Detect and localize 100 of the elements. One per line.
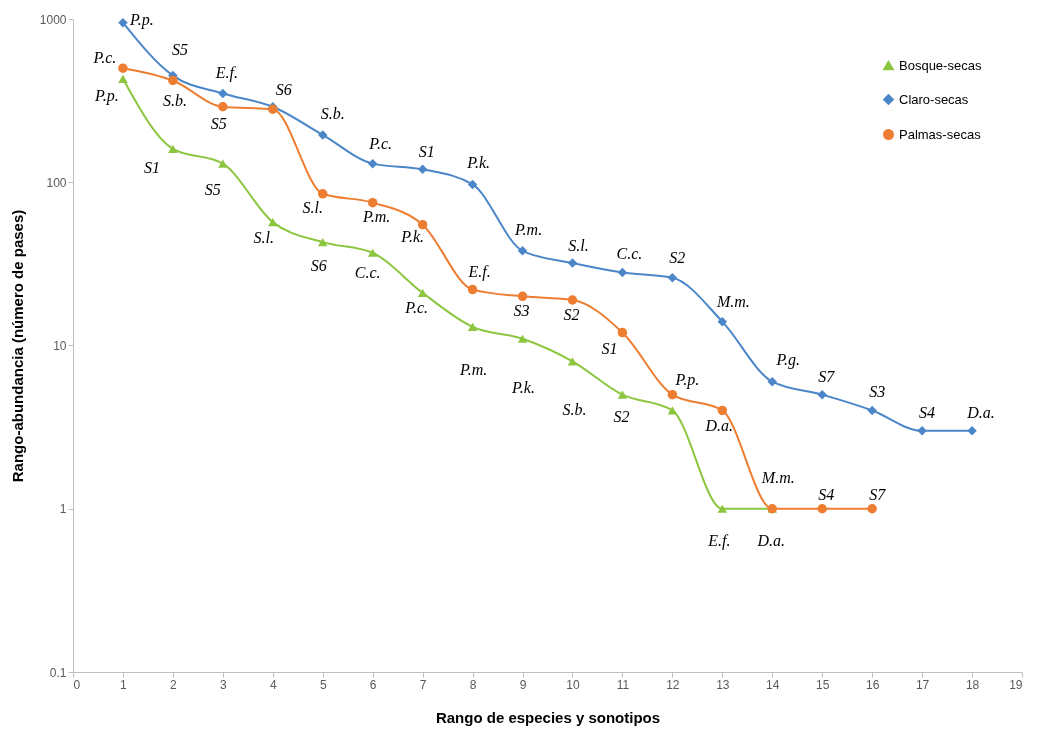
point xyxy=(517,334,528,343)
point xyxy=(367,158,378,169)
point xyxy=(717,405,728,416)
annotation: P.m. xyxy=(362,207,391,225)
y-tick-label: 0.1 xyxy=(49,665,67,680)
annotation: S2 xyxy=(613,407,630,425)
legend-label: Bosque-secas xyxy=(899,57,982,73)
annotation: D.a. xyxy=(704,417,734,435)
point xyxy=(317,237,328,247)
annotation: D.a. xyxy=(966,403,995,421)
annotation: S.b. xyxy=(562,401,587,419)
point xyxy=(617,267,628,278)
point xyxy=(667,406,678,415)
x-tick-label: 14 xyxy=(766,677,780,692)
point xyxy=(667,389,678,400)
annotation: P.k. xyxy=(400,227,425,245)
point xyxy=(118,17,128,28)
point xyxy=(168,144,178,154)
annotation: S5 xyxy=(210,114,227,132)
y-tick-label: 1000 xyxy=(39,12,67,27)
annotation: S7 xyxy=(818,367,836,385)
annotation: S1 xyxy=(418,143,435,161)
annotation: S6 xyxy=(275,80,292,98)
annotation: M.m. xyxy=(760,468,795,486)
annotation: S2 xyxy=(563,305,580,323)
annotation: S1 xyxy=(143,158,160,176)
annotation: S3 xyxy=(869,383,886,401)
point xyxy=(467,179,478,190)
x-tick-label: 2 xyxy=(170,677,178,692)
annotation: S.b. xyxy=(320,104,345,122)
point xyxy=(717,316,728,327)
annotation: P.c. xyxy=(92,49,117,67)
legend-label: Palmas-secas xyxy=(899,126,982,142)
point xyxy=(867,405,877,416)
y-axis-title: Rango-abundancia (número de pases) xyxy=(8,209,26,483)
annotation: S.l. xyxy=(253,229,275,247)
point xyxy=(467,284,478,295)
annotation: S7 xyxy=(869,485,887,503)
point xyxy=(218,88,228,99)
point xyxy=(567,357,578,366)
x-tick-label: 17 xyxy=(915,677,930,692)
point xyxy=(417,164,428,175)
y-tick-label: 1 xyxy=(59,502,67,517)
point xyxy=(617,327,628,338)
annotation: C.c. xyxy=(616,244,643,262)
x-tick-label: 3 xyxy=(220,677,227,692)
annotation: D.a. xyxy=(756,531,786,549)
x-tick-label: 13 xyxy=(716,677,730,692)
x-tick-label: 18 xyxy=(965,677,980,692)
point xyxy=(417,219,428,230)
point xyxy=(817,389,827,400)
annotation: P.p. xyxy=(129,10,154,29)
point xyxy=(467,322,478,332)
point xyxy=(367,248,378,257)
point xyxy=(667,273,678,283)
annotation: S4 xyxy=(919,403,936,421)
point xyxy=(317,130,328,140)
annotation: P.k. xyxy=(466,154,490,172)
annotation: E.f. xyxy=(467,262,491,281)
y-tick-label: 100 xyxy=(46,175,67,190)
annotation: S1 xyxy=(601,339,618,357)
annotation: P.m. xyxy=(458,360,488,378)
x-axis-title: Rango de especies y sonotipos xyxy=(435,708,661,726)
x-tick-label: 7 xyxy=(419,677,427,692)
annotation: P.c. xyxy=(368,134,393,152)
annotation: S.l. xyxy=(302,198,323,216)
point xyxy=(367,197,378,208)
x-tick-label: 9 xyxy=(519,677,527,692)
point xyxy=(268,218,278,227)
x-tick-label: 5 xyxy=(319,677,327,692)
annotation: P.g. xyxy=(775,350,801,369)
x-tick-label: 8 xyxy=(469,677,477,692)
legend-label: Claro-secas xyxy=(899,91,969,107)
x-tick-label: 15 xyxy=(816,677,830,692)
x-tick-label: 4 xyxy=(269,677,277,692)
point xyxy=(617,390,628,399)
x-tick-label: 10 xyxy=(566,677,580,692)
x-tick-label: 0 xyxy=(73,677,81,692)
annotation: P.k. xyxy=(511,378,535,396)
annotation: S2 xyxy=(669,248,686,266)
annotation: S6 xyxy=(310,257,327,275)
x-tick-label: 16 xyxy=(865,677,880,692)
annotation: C.c. xyxy=(354,263,381,281)
point xyxy=(817,504,827,514)
point xyxy=(168,75,178,86)
annotation: P.p. xyxy=(94,86,119,105)
point xyxy=(717,504,728,513)
point xyxy=(867,504,877,514)
point xyxy=(517,291,528,302)
x-tick-label: 12 xyxy=(666,677,680,692)
point xyxy=(567,295,578,305)
x-tick-label: 6 xyxy=(369,677,377,692)
annotation: S5 xyxy=(171,40,188,58)
y-tick-label: 10 xyxy=(53,339,67,353)
annotation: M.m. xyxy=(715,292,750,310)
annotation: S.l. xyxy=(568,237,589,255)
annotation: P.m. xyxy=(513,220,543,238)
annotation: S4 xyxy=(818,485,835,503)
annotation: S3 xyxy=(513,302,530,320)
point xyxy=(517,246,528,256)
